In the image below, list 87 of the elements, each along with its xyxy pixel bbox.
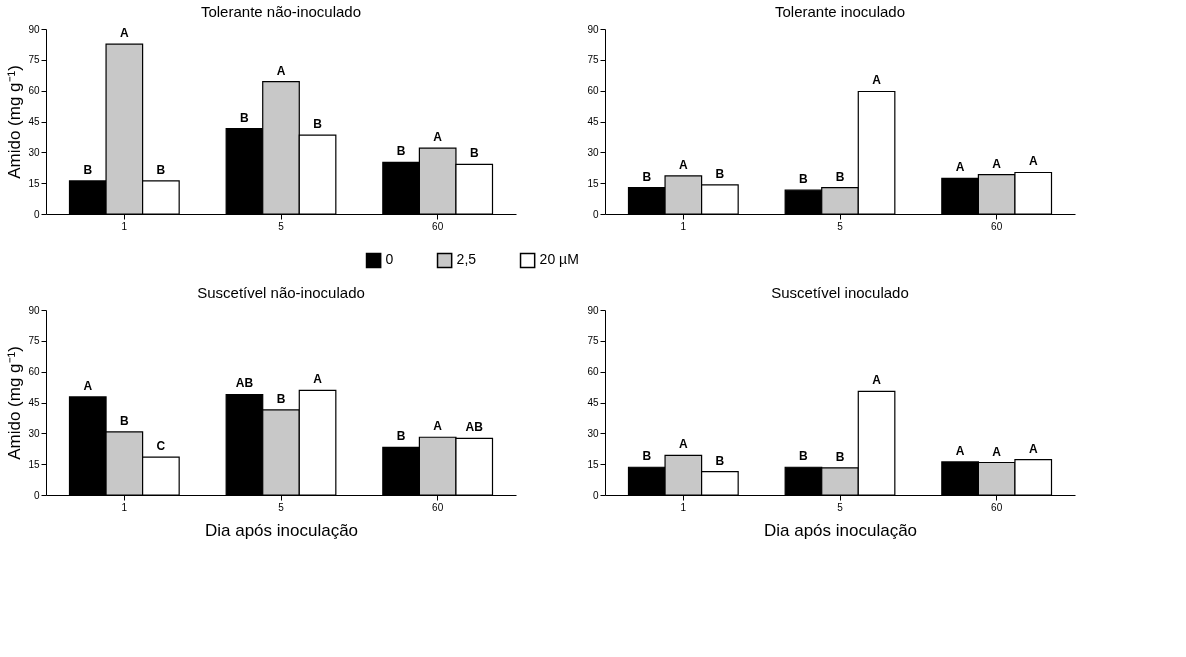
data-label: A (120, 26, 129, 41)
x-axis-title: Dia após inoculação (763, 520, 918, 540)
y-tick-label: 0 (592, 489, 599, 501)
data-label: A (313, 372, 323, 387)
y-tick-label: 0 (33, 489, 40, 501)
y-tick-label: 90 (587, 304, 599, 316)
y-tick-label: 75 (587, 54, 599, 66)
data-label: B (240, 110, 250, 125)
y-tick-label: 75 (587, 335, 599, 347)
data-label: B (642, 449, 652, 464)
data-label: B (835, 169, 845, 184)
data-label: A (872, 373, 882, 388)
y-tick-label: 30 (28, 427, 40, 439)
x-tick-label: 1 (680, 220, 687, 232)
y-tick-label: 90 (587, 23, 599, 35)
data-label: A (1028, 154, 1038, 169)
x-tick-label: 60 (432, 220, 444, 232)
y-tick-label: 45 (587, 116, 599, 127)
data-label: A (433, 130, 443, 145)
y-tick-label: 15 (587, 458, 599, 470)
x-axis-title: Dia após inoculação (204, 520, 359, 540)
chart-title: Suscetível não-inoculado (197, 284, 365, 301)
y-tick-label: 30 (587, 146, 599, 158)
x-tick-label: 60 (991, 220, 1003, 232)
data-label: B (469, 146, 479, 161)
y-tick-label: 90 (28, 23, 40, 35)
y-tick-label: 0 (592, 208, 599, 220)
data-label: B (715, 166, 725, 181)
x-tick-label: 5 (278, 220, 285, 232)
data-label: A (992, 444, 1002, 459)
data-label: B (120, 413, 129, 428)
y-tick-label: 45 (587, 397, 599, 408)
x-tick-label: 5 (278, 501, 285, 513)
data-label: B (835, 449, 845, 464)
data-label: A (955, 443, 965, 458)
legend-label: 0 (385, 251, 394, 268)
data-label: A (955, 160, 965, 175)
x-tick-label: 1 (680, 501, 687, 513)
y-tick-label: 45 (28, 116, 40, 127)
y-tick-label: 15 (28, 177, 40, 189)
y-tick-label: 45 (28, 397, 40, 408)
y-tick-label: 75 (28, 335, 40, 347)
x-tick-label: 5 (837, 501, 844, 513)
data-label: B (276, 391, 286, 406)
y-tick-label: 60 (587, 366, 599, 378)
y-tick-label: 75 (28, 54, 40, 66)
y-tick-label: 15 (587, 177, 599, 189)
data-label: B (396, 144, 406, 159)
y-tick-label: 60 (28, 366, 40, 378)
y-tick-label: 60 (28, 85, 40, 97)
x-tick-label: 5 (837, 220, 844, 232)
data-label: B (83, 162, 93, 177)
x-tick-label: 60 (432, 501, 444, 513)
data-label: B (642, 169, 652, 184)
y-tick-label: 15 (28, 458, 40, 470)
y-tick-label: 0 (33, 208, 40, 220)
data-label: A (992, 156, 1002, 171)
chart-title: Tolerante inoculado (774, 3, 906, 20)
chart-title: Suscetível inoculado (771, 284, 909, 301)
x-tick-label: 1 (121, 220, 128, 232)
chart-title: Tolerante não-inoculado (200, 3, 362, 20)
legend-label: 2,5 (456, 251, 477, 268)
data-label: B (715, 453, 725, 468)
data-label: B (396, 429, 406, 444)
data-label: B (799, 449, 809, 464)
data-label: AB (465, 420, 484, 435)
data-label: AB (235, 376, 254, 391)
data-label: A (872, 73, 882, 88)
data-label: B (799, 172, 809, 187)
data-label: A (83, 378, 93, 393)
data-label: A (276, 63, 286, 78)
x-tick-label: 1 (121, 501, 128, 513)
data-label: B (313, 117, 323, 132)
y-axis-title: Amido (mg g⁻¹) (5, 346, 25, 460)
data-label: B (156, 162, 166, 177)
y-tick-label: 90 (28, 304, 40, 316)
data-label: A (679, 437, 688, 452)
data-label: A (679, 157, 688, 172)
data-label: C (156, 439, 166, 454)
x-tick-label: 60 (991, 501, 1003, 513)
data-label: A (1028, 441, 1038, 456)
legend-label: 20 µM (539, 251, 579, 268)
y-tick-label: 60 (587, 85, 599, 97)
y-tick-label: 30 (28, 146, 40, 158)
y-tick-label: 30 (587, 427, 599, 439)
data-label: A (433, 419, 443, 434)
y-axis-title: Amido (mg g⁻¹) (5, 65, 25, 179)
